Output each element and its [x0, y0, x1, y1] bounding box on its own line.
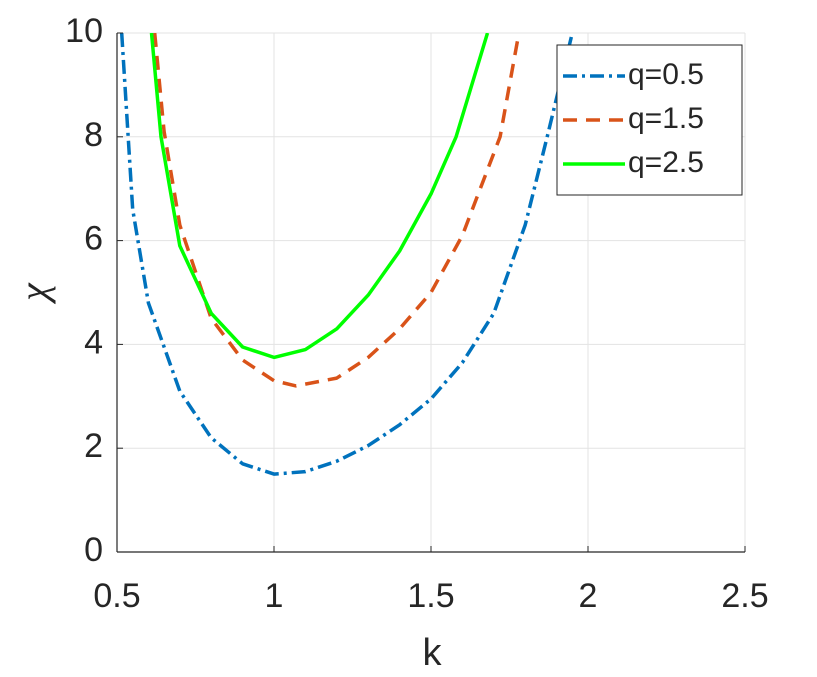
- y-tick-label: 2: [84, 427, 103, 465]
- x-tick-label: 1: [265, 577, 284, 615]
- x-tick-label: 2: [579, 577, 598, 615]
- x-tick-label: 2.5: [721, 577, 768, 615]
- y-tick-label: 4: [84, 323, 103, 361]
- x-axis-label: k: [423, 632, 443, 674]
- y-tick-label: 10: [65, 12, 103, 50]
- legend-label: q=0.5: [628, 58, 704, 91]
- series-line: [152, 33, 521, 388]
- legend: q=0.5 q=1.5 q=2.5: [556, 44, 743, 196]
- y-tick-label: 0: [84, 531, 103, 569]
- series-line: [119, 33, 575, 476]
- legend-label: q=1.5: [628, 102, 704, 135]
- x-tick-label: 0.5: [93, 577, 140, 615]
- x-tick-label: 1.5: [407, 577, 454, 615]
- series-line: [149, 33, 490, 360]
- y-axis-label: χ: [11, 282, 56, 305]
- y-tick-label: 8: [84, 116, 103, 154]
- legend-label: q=2.5: [628, 146, 704, 179]
- plot-area: [119, 33, 575, 476]
- axes: 0.5 1 1.5 2 2.5 0 2 4 6 8 10: [65, 12, 768, 615]
- y-tick-label: 6: [84, 220, 103, 258]
